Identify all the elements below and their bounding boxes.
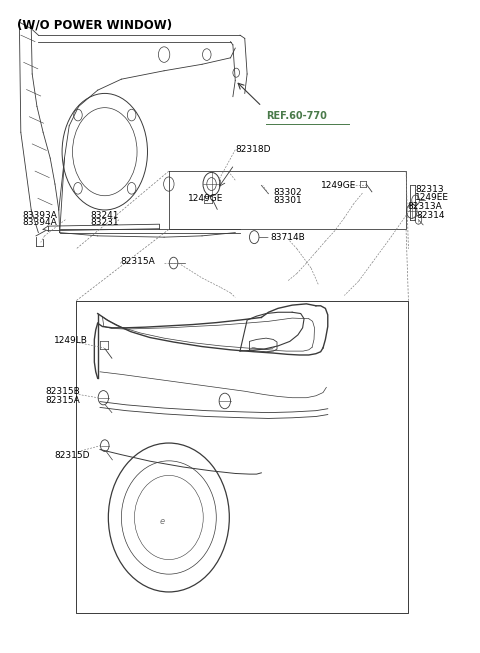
Text: 1249GE: 1249GE	[321, 181, 356, 190]
Text: (W/O POWER WINDOW): (W/O POWER WINDOW)	[17, 19, 172, 32]
Text: REF.60-770: REF.60-770	[266, 111, 327, 121]
Text: 83301: 83301	[273, 196, 302, 205]
Text: 1249EE: 1249EE	[415, 193, 449, 202]
Text: 82318D: 82318D	[235, 145, 271, 154]
Text: 82315A: 82315A	[46, 396, 80, 405]
Text: 83231: 83231	[91, 218, 119, 227]
Text: 82314: 82314	[417, 212, 445, 220]
Text: 82315A: 82315A	[120, 257, 155, 266]
Text: 82313A: 82313A	[407, 202, 442, 210]
Text: 1249GE: 1249GE	[188, 194, 223, 203]
Text: 83302: 83302	[273, 188, 302, 197]
Text: 82313: 82313	[416, 185, 444, 194]
Text: e: e	[159, 517, 165, 526]
Text: 83714B: 83714B	[271, 232, 306, 242]
Text: 83241: 83241	[91, 211, 119, 219]
Text: 82315B: 82315B	[46, 387, 80, 396]
Text: 1249LB: 1249LB	[54, 336, 88, 345]
Text: 82315D: 82315D	[54, 451, 89, 460]
Text: 83394A: 83394A	[23, 218, 58, 227]
Text: 83393A: 83393A	[23, 211, 58, 219]
